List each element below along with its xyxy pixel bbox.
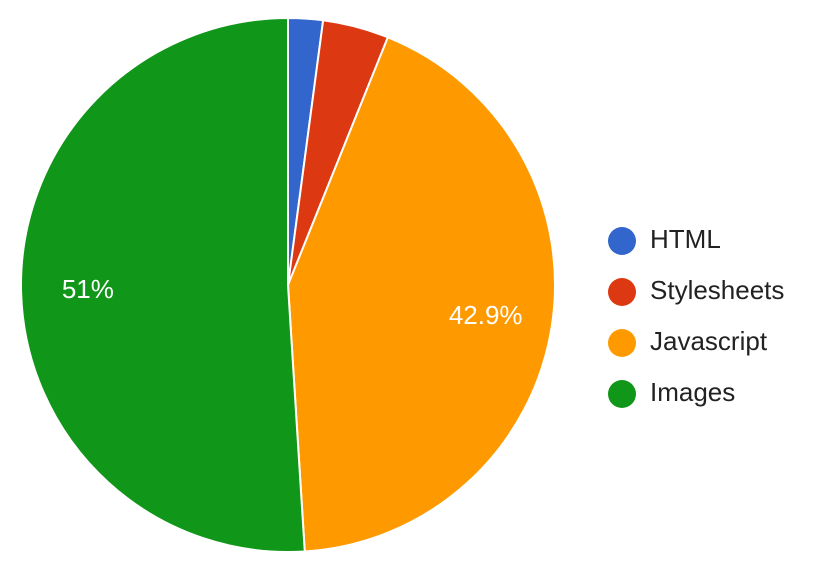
pie-slice [286, 36, 556, 553]
pie-slice [20, 16, 306, 553]
slice-label: 42.9% [449, 300, 523, 330]
legend-label: HTML [650, 224, 721, 254]
legend-label: Javascript [650, 326, 768, 356]
legend-marker [608, 329, 636, 357]
legend-marker [608, 278, 636, 306]
slice-label: 51% [62, 274, 114, 304]
legend-label: Stylesheets [650, 275, 784, 305]
legend-marker [608, 380, 636, 408]
legend-label: Images [650, 377, 735, 407]
legend-marker [608, 227, 636, 255]
